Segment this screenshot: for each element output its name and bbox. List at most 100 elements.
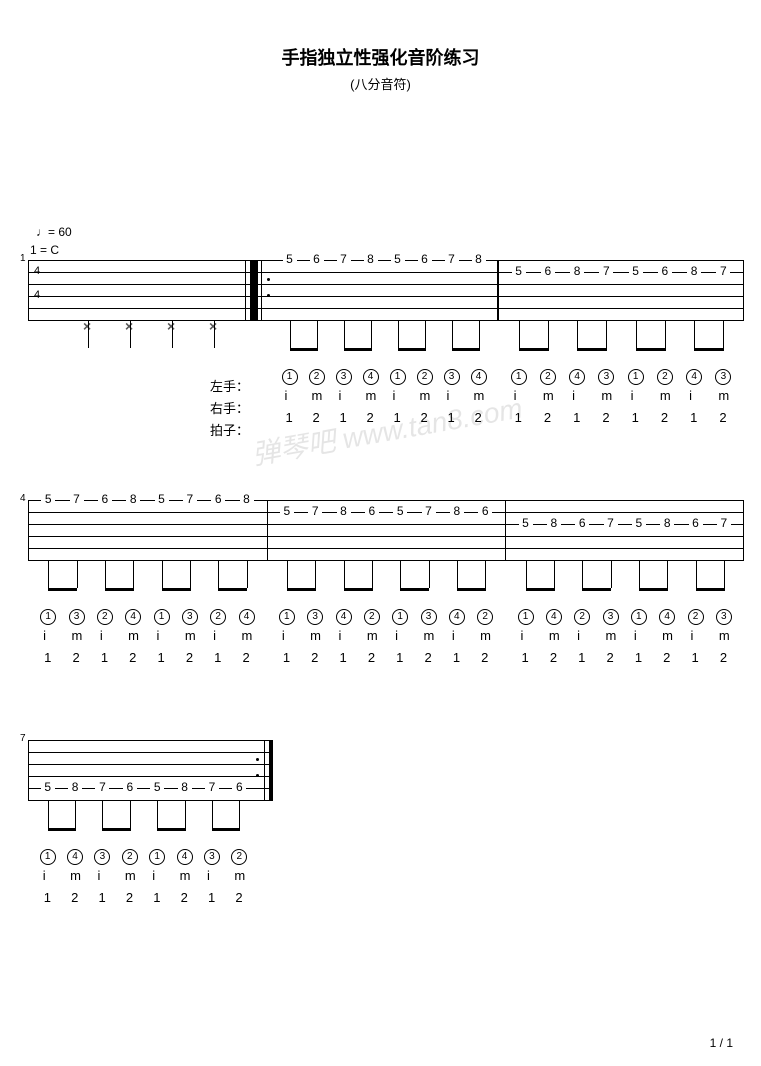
right-hand-finger: m: [185, 628, 196, 643]
right-hand-finger: i: [521, 628, 524, 643]
fret-number: 6: [541, 264, 555, 278]
beat-number: 2: [475, 410, 482, 425]
beat-number: 2: [126, 890, 133, 905]
fret-number: 8: [472, 252, 486, 266]
right-hand-finger: i: [689, 388, 692, 403]
fret-number: 8: [364, 252, 378, 266]
beat-number: 1: [214, 650, 221, 665]
right-hand-finger: m: [474, 388, 485, 403]
beat-number: 1: [690, 410, 697, 425]
fret-number: 5: [280, 504, 294, 518]
right-hand-finger: m: [180, 868, 191, 883]
right-hand-finger: m: [312, 388, 323, 403]
fret-number: 5: [512, 264, 526, 278]
right-hand-finger: m: [128, 628, 139, 643]
beat-number: 1: [101, 650, 108, 665]
right-hand-finger: m: [662, 628, 673, 643]
right-hand-finger: i: [100, 628, 103, 643]
right-hand-finger: m: [366, 388, 377, 403]
right-hand-finger: m: [70, 868, 81, 883]
beat-number: 2: [550, 650, 557, 665]
right-hand-finger: m: [242, 628, 253, 643]
beat-number: 2: [607, 650, 614, 665]
left-hand-finger: 4: [546, 606, 562, 625]
left-hand-finger: 2: [364, 606, 380, 625]
bar-number: 1: [20, 253, 26, 264]
beat-number: 2: [368, 650, 375, 665]
fret-number: 7: [445, 252, 459, 266]
left-hand-finger: 4: [659, 606, 675, 625]
fret-number: 7: [183, 492, 197, 506]
fret-number: 8: [68, 780, 82, 794]
right-hand-finger: i: [157, 628, 160, 643]
right-hand-finger: m: [480, 628, 491, 643]
sheet-page: 手指独立性强化音阶练习 (八分音符) ♩= 60 1 = C 弹琴吧 www.t…: [0, 0, 761, 1066]
beat-number: 2: [720, 650, 727, 665]
left-hand-finger: 2: [688, 606, 704, 625]
right-hand-finger: i: [634, 628, 637, 643]
left-hand-finger: 1: [149, 846, 165, 865]
right-hand-finger: m: [601, 388, 612, 403]
right-hand-label: 右手：: [210, 398, 249, 417]
beat-number: 1: [98, 890, 105, 905]
beat-number: 2: [481, 650, 488, 665]
beat-number: 1: [340, 650, 347, 665]
right-hand-finger: i: [452, 628, 455, 643]
left-hand-finger: 3: [444, 366, 460, 385]
beat-number: 2: [544, 410, 551, 425]
beat-number: 1: [453, 650, 460, 665]
beat-number: 2: [663, 650, 670, 665]
bar-number: 4: [20, 493, 26, 504]
left-hand-finger: 3: [598, 366, 614, 385]
left-hand-finger: 3: [182, 606, 198, 625]
fret-number: 5: [41, 780, 55, 794]
beat-number: 1: [396, 650, 403, 665]
left-hand-finger: 2: [540, 366, 556, 385]
right-hand-finger: m: [549, 628, 560, 643]
left-hand-finger: 2: [210, 606, 226, 625]
left-hand-finger: 3: [69, 606, 85, 625]
right-hand-finger: m: [420, 388, 431, 403]
fret-number: 5: [155, 492, 169, 506]
right-hand-finger: i: [577, 628, 580, 643]
beat-number: 1: [522, 650, 529, 665]
left-hand-finger: 4: [239, 606, 255, 625]
left-hand-finger: 3: [716, 606, 732, 625]
left-hand-label: 左手：: [210, 376, 249, 395]
fret-number: 8: [178, 780, 192, 794]
fret-number: 7: [337, 252, 351, 266]
beat-number: 2: [602, 410, 609, 425]
left-hand-finger: 4: [336, 606, 352, 625]
beat-number: 2: [313, 410, 320, 425]
left-hand-finger: 4: [449, 606, 465, 625]
page-number: 1 / 1: [710, 1036, 733, 1050]
fret-number: 5: [629, 264, 643, 278]
fret-number: 8: [337, 504, 351, 518]
left-hand-finger: 1: [154, 606, 170, 625]
fret-number: 5: [519, 516, 533, 530]
beat-number: 1: [635, 650, 642, 665]
beat-number: 1: [448, 410, 455, 425]
beat-number: 2: [129, 650, 136, 665]
left-hand-finger: 3: [204, 846, 220, 865]
page-subtitle: (八分音符): [0, 74, 761, 93]
left-hand-finger: 1: [279, 606, 295, 625]
fret-number: 5: [150, 780, 164, 794]
fret-number: 6: [689, 516, 703, 530]
beat-number: 1: [573, 410, 580, 425]
left-hand-finger: 2: [309, 366, 325, 385]
beat-number: 2: [719, 410, 726, 425]
beat-number: 1: [286, 410, 293, 425]
left-hand-finger: 1: [40, 846, 56, 865]
left-hand-finger: 1: [628, 366, 644, 385]
right-hand-finger: i: [631, 388, 634, 403]
right-hand-finger: i: [97, 868, 100, 883]
left-hand-finger: 1: [390, 366, 406, 385]
beat-number: 1: [394, 410, 401, 425]
fret-number: 7: [716, 264, 730, 278]
beat-number: 2: [186, 650, 193, 665]
fret-number: 8: [570, 264, 584, 278]
right-hand-finger: m: [367, 628, 378, 643]
beat-number: 2: [243, 650, 250, 665]
right-hand-finger: i: [339, 628, 342, 643]
